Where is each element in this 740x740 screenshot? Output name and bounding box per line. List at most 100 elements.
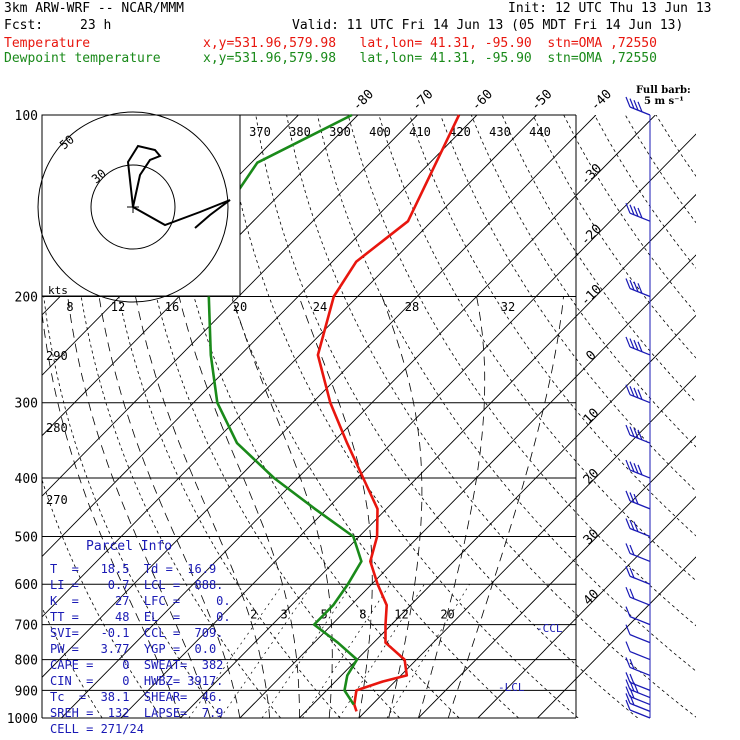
wind-barb-shaft-975 <box>629 702 651 712</box>
wind-barb-flag-400-3 <box>637 464 643 476</box>
parcel-row-li: LI = 0.7 LCL = 888. <box>50 578 224 592</box>
hodo-ring-inner <box>90 164 176 250</box>
wind-barb-flag-200-3 <box>637 283 643 294</box>
wind-barb-shaft-1000 <box>629 709 651 719</box>
dewpoint-legend: Dewpoint temperature <box>4 51 161 66</box>
wind-barb-flag-450-0 <box>625 490 631 502</box>
moist-adiabat-0 <box>98 296 241 718</box>
theta-side-label-280: 280 <box>46 421 68 435</box>
pressure-label-200: 200 <box>15 291 38 306</box>
temperature-profile <box>316 114 461 712</box>
wind-barb-flag-300-1 <box>629 386 635 397</box>
wind-barb-flag-650-1 <box>629 588 635 600</box>
wind-barb-flag-250-0 <box>625 336 631 348</box>
isotherm-label-20: 20 <box>581 466 603 488</box>
wind-barb-550 <box>625 543 651 563</box>
wind-barb-flag-350-2 <box>633 428 639 439</box>
dry-adiabat-360 <box>317 115 696 672</box>
dry-adiabat-350 <box>286 115 696 718</box>
wind-barb-flag-350-1 <box>629 426 635 437</box>
wind-barb-flag-450-1 <box>629 492 635 503</box>
dry-adiabat-410 <box>470 115 696 448</box>
parcel-row-tt: TT = 48 EL = 0. <box>50 610 231 624</box>
wind-barb-flag-500-2 <box>633 521 639 532</box>
pressure-label-600: 600 <box>15 578 38 593</box>
wind-barb-700 <box>625 606 651 626</box>
mixing-ratio-lines <box>188 584 470 718</box>
wind-barb-flag-200-0 <box>625 278 631 289</box>
wind-barb-shaft-500 <box>629 527 651 538</box>
mixing-ratio-label-8: 8 <box>359 608 366 622</box>
wind-barb-750 <box>625 624 651 644</box>
theta-side-label-270: 270 <box>46 493 68 507</box>
isotherm-30 <box>418 435 696 718</box>
wind-barb-flag-450-2 <box>633 493 639 505</box>
isotherm-label--60: -60 <box>469 87 496 114</box>
isotherm--80 <box>42 115 359 437</box>
wind-barb-650 <box>625 586 651 606</box>
wind-barb-flag-550-1 <box>629 544 635 556</box>
isotherm--70 <box>42 115 418 497</box>
pressure-label-800: 800 <box>15 654 38 669</box>
wind-barb-flag-1000-0 <box>625 699 631 711</box>
moist-adiabat-15 <box>232 296 333 718</box>
wind-barb-925 <box>625 679 651 699</box>
wind-barb-flag-100-3 <box>637 101 643 113</box>
wind-barb-flag-300-0 <box>625 384 631 395</box>
parcel-row-t: T = 18.5 Td = 16.9 <box>50 562 217 576</box>
isotherm-label--50: -50 <box>528 87 555 114</box>
moist-adiabat-30 <box>418 296 486 718</box>
wind-legend-title: Full barb: <box>636 85 691 96</box>
wind-barb-flag-200-2 <box>633 281 639 292</box>
moist-adiabat-20 <box>298 296 373 718</box>
wind-barb-flag-200-1 <box>629 279 635 291</box>
hodograph-trace <box>126 144 231 229</box>
wind-barb-flag-850-1 <box>629 658 635 670</box>
parcel-row-cape: CAPE = 0 SWEAT= 382 <box>50 658 224 672</box>
wind-barb-flag-300-3 <box>637 389 643 400</box>
wind-barb-shaft-700 <box>629 615 651 626</box>
dry-adiabat-260 <box>42 478 163 718</box>
isotherm-label-30: 30 <box>581 526 603 548</box>
wind-barb-200 <box>625 278 651 298</box>
parcel-row-cin: CIN = 0 HWBZ= 3917. <box>50 674 224 688</box>
lcl-marker: -LCL <box>498 681 525 694</box>
theta-label-410: 410 <box>409 125 431 139</box>
isotherm-10 <box>299 314 696 718</box>
wind-barb-flag-150-2 <box>633 206 639 217</box>
dry-adiabat-460 <box>624 115 696 224</box>
wind-barb-1000 <box>625 699 651 719</box>
hodo-ring-outer <box>37 111 229 303</box>
wind-barb-shaft-600 <box>629 575 651 585</box>
wind-barb-shaft-750 <box>629 634 651 644</box>
isotherm-label-10: 10 <box>581 406 603 428</box>
parcel-row-sreh: SREH = 132 LAPSE= 7.9 <box>50 706 224 720</box>
isotherm--50 <box>42 115 537 618</box>
dry-adiabat-390 <box>409 115 696 537</box>
hodo-speed-label-16: 16 <box>165 300 179 314</box>
dry-adiabat-430 <box>532 115 696 359</box>
wind-barb-350 <box>625 424 651 444</box>
model-title: 3km ARW-WRF -- NCAR/MMM <box>4 1 185 16</box>
pressure-label-500: 500 <box>15 530 38 545</box>
hodo-speed-label-24: 24 <box>313 300 327 314</box>
pressure-label-100: 100 <box>15 109 38 124</box>
parcel-row-svi: SVI= -0.1 CCL = 709. <box>50 626 224 640</box>
hodo-unit-label: kts <box>48 284 68 297</box>
wind-barb-400 <box>625 459 651 479</box>
isotherm-50 <box>537 556 696 718</box>
dry-adiabat-320 <box>193 115 519 718</box>
fcst-label: Fcst: <box>4 18 44 33</box>
theta-label-430: 430 <box>489 125 511 139</box>
moist-adiabat-5 <box>135 296 271 718</box>
wind-barb-flag-975-0 <box>625 693 631 704</box>
wind-barb-flag-250-3 <box>637 341 643 352</box>
wind-barb-300 <box>625 384 651 404</box>
wind-barb-flag-150-1 <box>629 204 635 216</box>
wind-barb-flag-150-0 <box>625 202 631 214</box>
wind-barb-flag-700-0 <box>625 606 631 617</box>
wind-barb-500 <box>625 518 651 538</box>
theta-label-390: 390 <box>329 125 351 139</box>
wind-barb-flag-100-1 <box>629 98 635 109</box>
